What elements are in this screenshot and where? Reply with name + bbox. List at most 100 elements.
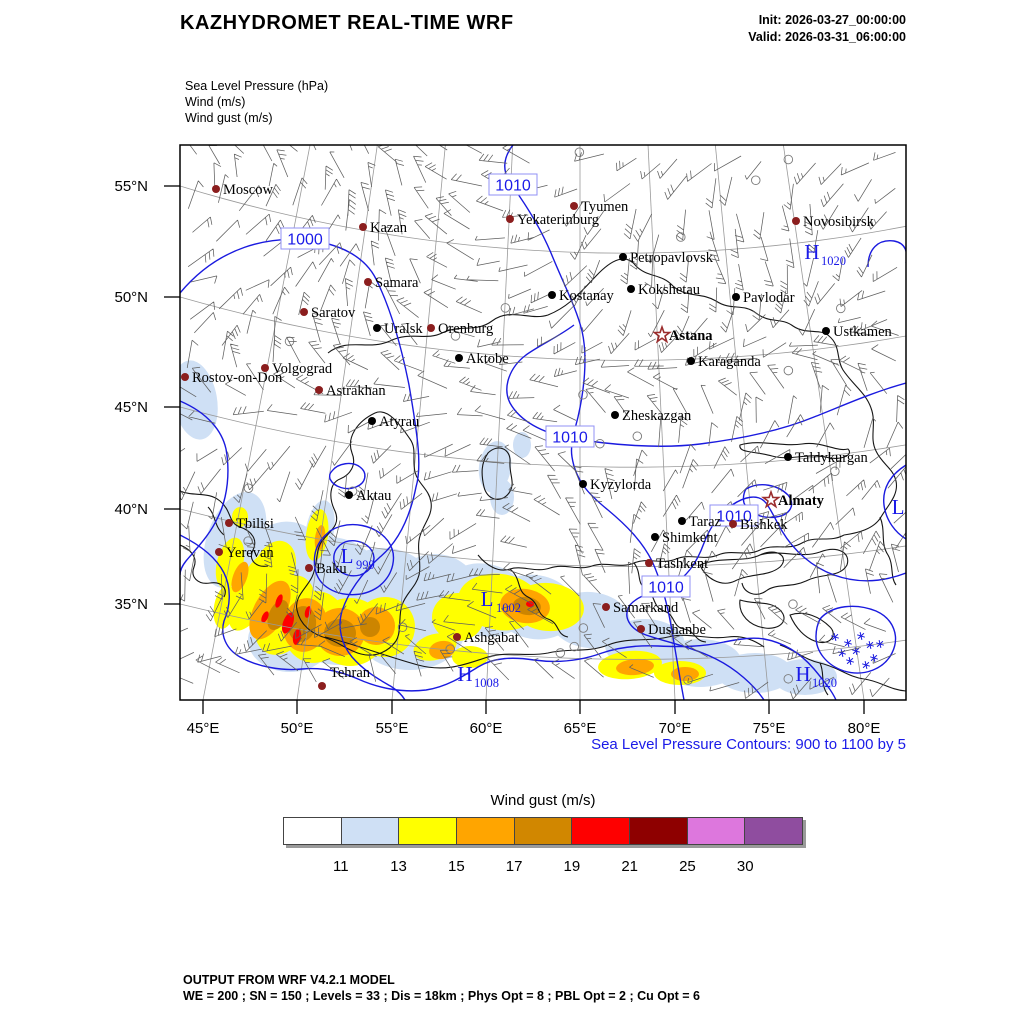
parallel-line [180, 296, 906, 361]
city-label: Ashgabat [464, 630, 519, 646]
city-dot-marker [822, 327, 830, 335]
city-label: Kazan [370, 220, 408, 236]
city-dot-marker [602, 603, 610, 611]
gust-patch [490, 479, 514, 515]
city-dot-marker [215, 548, 223, 556]
parallel-line [180, 603, 906, 660]
calm-circle [683, 675, 693, 685]
city-dot-marker [212, 185, 220, 193]
city-dot-marker [364, 278, 372, 286]
map-border [179, 144, 907, 701]
colorbar-tick-label: 11 [332, 858, 349, 875]
city-label: Almaty [778, 493, 825, 509]
gust-patch [526, 601, 534, 607]
calm-circle [569, 641, 580, 652]
city-dot-marker [453, 633, 461, 641]
contour-label-text: 1010 [716, 509, 752, 526]
city-dot-marker [611, 411, 619, 419]
city-label: Astrakhan [326, 383, 386, 399]
city-label: Orenburg [438, 321, 493, 337]
gust-patch [717, 653, 793, 693]
city-label: Karaganda [698, 354, 761, 370]
contour-path [626, 496, 906, 700]
city-markers: Moscow Kazan Samara Saratov Uralsk Orenburg Ak… [181, 182, 893, 690]
contour-interval-note: Sea Level Pressure Contours: 900 to 1100… [591, 736, 906, 753]
border-path [481, 447, 513, 500]
parallel-line [180, 406, 906, 468]
city-label: Yekaterinburg [517, 212, 599, 228]
pressure-centre-value: 1002 [496, 601, 521, 615]
calm-circle [783, 154, 794, 165]
pressure-centre-value: 999 [356, 558, 375, 572]
colorbar-tick-label: 13 [390, 858, 407, 875]
colorbar-tick-label: 30 [736, 858, 754, 875]
city-dot-marker [645, 559, 653, 567]
city-label: Saratov [311, 305, 356, 321]
snowflake-icon [862, 661, 870, 669]
lon-tick-label: 55°E [375, 720, 409, 737]
city-label: Astana [669, 328, 713, 344]
contour-path [742, 484, 793, 519]
colorbar-segment [572, 818, 631, 844]
calm-circle [783, 365, 794, 376]
gust-patch [275, 594, 283, 608]
pressure-centre-letter: H [804, 240, 819, 264]
city-dot-marker [784, 453, 792, 461]
contour-label-text: 1010 [552, 430, 588, 447]
lon-tick-label: 70°E [658, 720, 692, 737]
calm-circle [578, 623, 589, 633]
snowflake-icon [857, 632, 865, 640]
colorbar-segment [457, 818, 515, 844]
wind-barbs [180, 145, 906, 700]
calm-circle [783, 674, 794, 684]
snowflake-icon [844, 639, 852, 647]
city-dot-marker [359, 223, 367, 231]
contour-label-text: 1000 [287, 232, 323, 249]
lat-tick-label: 35°N [114, 596, 148, 613]
gust-patch [513, 432, 531, 458]
city-label: Volgograd [272, 361, 333, 377]
city-dot-marker [651, 533, 659, 541]
calm-circle [445, 644, 455, 654]
city-label: Ustkamen [833, 324, 893, 340]
contour-path [815, 605, 897, 674]
variable-line-slp: Sea Level Pressure (hPa) [185, 79, 329, 93]
lon-tick-label: 45°E [186, 720, 220, 737]
border-path [477, 534, 845, 571]
city-label: Dushanbe [648, 622, 706, 638]
lon-tick-label: 60°E [469, 720, 503, 737]
calm-circle [397, 622, 408, 632]
pressure-centre-value: 1020 [821, 254, 846, 268]
city-label: Kostanay [559, 288, 615, 304]
city-dot-marker [732, 293, 740, 301]
city-label: Yerevan [226, 545, 274, 561]
colorbar-segment [399, 818, 458, 844]
wind-gust-colorbar [283, 817, 803, 845]
contour-path [506, 324, 906, 447]
city-label: Taldykurgan [795, 450, 869, 466]
city-dot-marker [300, 308, 308, 316]
city-dot-marker [261, 364, 269, 372]
capital-star-marker [761, 489, 781, 509]
lat-tick-label: 50°N [114, 289, 148, 306]
city-label: Aktau [356, 488, 391, 504]
pressure-centre-letter: L [481, 587, 494, 611]
gust-patch [232, 507, 248, 527]
lon-tick-label: 75°E [752, 720, 786, 737]
gust-patch [261, 611, 269, 623]
snowflake-icon [852, 647, 860, 655]
colorbar-tick-label: 17 [505, 858, 523, 875]
city-label: Kyzylorda [590, 477, 652, 493]
colorbar-segment [630, 818, 688, 844]
city-dot-marker [570, 202, 578, 210]
city-dot-marker [318, 682, 326, 690]
city-dot-marker [687, 357, 695, 365]
snowflake-icon [866, 641, 874, 649]
border-path [739, 442, 850, 459]
gust-patch [213, 585, 237, 629]
calm-circle [830, 466, 840, 477]
colorbar-tick-label: 15 [447, 858, 465, 875]
city-dot-marker [627, 285, 635, 293]
